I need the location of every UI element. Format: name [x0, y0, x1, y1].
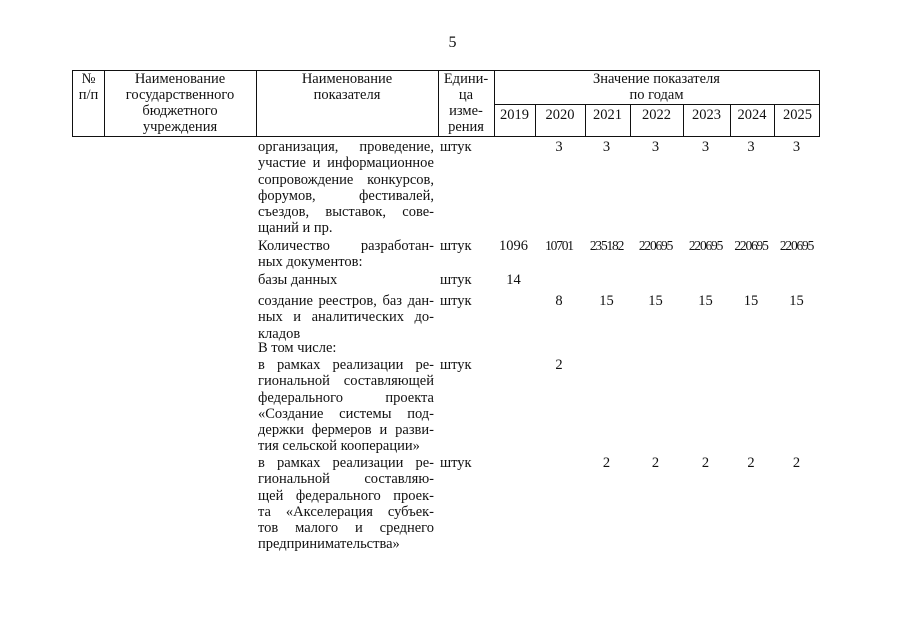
value-2024: 3 [747, 139, 755, 155]
value-2022: 220695 [638, 238, 674, 253]
value-2022: 3 [651, 139, 660, 155]
value-2023: 220695 [688, 238, 724, 253]
year-2024: 2024 [737, 107, 767, 123]
indicator-line: щей федерального проек- [258, 487, 434, 504]
value-2020: 8 [555, 293, 563, 309]
header-institution: Наименование государственного бюджетного уч… [104, 71, 256, 135]
unit-cell: штук [440, 272, 472, 288]
value-2021: 235182 [589, 238, 625, 253]
indicator-line: форумов, фестивалей, [258, 187, 434, 204]
header-text: государственного [125, 87, 235, 103]
value-2023: 2 [701, 455, 710, 471]
indicator-line: держки фермеров и разви- [258, 422, 434, 439]
indicator-name: базы данных [258, 272, 434, 288]
header-text: ца [458, 87, 474, 103]
header-text: рения [448, 119, 484, 135]
year-2020: 2020 [545, 107, 575, 123]
value-2019: 14 [506, 272, 521, 288]
year-2025: 2025 [783, 107, 812, 123]
header-indicator: Наименование показателя [256, 71, 438, 103]
indicator-line: гиональной составляю- [258, 471, 434, 488]
indicator-line: участие и информационное [258, 155, 434, 172]
value-2021: 2 [602, 455, 611, 471]
indicator-line: в рамках реализации ре- [258, 357, 434, 373]
indicator-line: ных документов: [258, 254, 363, 271]
indicator-line: тия сельской кооперации» [258, 438, 420, 455]
indicator-name: организация, проведение, участие и информ… [258, 139, 434, 237]
value-2019: 1096 [499, 238, 528, 254]
header-text: Значение показателя [593, 71, 720, 87]
indicator-line: та «Акселерация субъек- [258, 503, 434, 520]
value-2024: 220695 [734, 238, 769, 253]
value-2020: 10701 [545, 238, 574, 253]
value-2025: 2 [792, 455, 801, 471]
indicator-name: Количество разработан-ных документов: [258, 238, 434, 271]
indicator-line: гиональной составляющей [258, 373, 434, 390]
indicator-line: организация, проведение, [258, 139, 434, 155]
indicator-name: создание реестров, баз дан-ных и аналити… [258, 293, 434, 342]
header-text: показателя [313, 87, 381, 103]
header-text: Наименование [301, 71, 393, 87]
indicator-line: тов малого и среднего [258, 520, 434, 537]
value-2025: 3 [792, 139, 801, 155]
header-text: бюджетного [142, 103, 218, 119]
indicator-name: в рамках реализации ре-гиональной состав… [258, 357, 434, 455]
value-2021: 3 [602, 139, 611, 155]
value-2024: 2 [747, 455, 755, 471]
unit-cell: штук [440, 293, 472, 309]
year-2021: 2021 [593, 107, 622, 123]
indicator-line: ных и аналитических до- [258, 309, 434, 326]
value-2021: 15 [599, 293, 614, 309]
indicator-line: базы данных [258, 272, 338, 288]
indicator-line: «Создание системы под- [258, 405, 434, 422]
header-unit: Едини-ца изме-рения [438, 71, 494, 135]
year-2022: 2022 [642, 107, 671, 123]
header-text: изме- [449, 103, 483, 119]
header-text: № [81, 71, 96, 87]
year-2019: 2019 [500, 107, 529, 123]
indicator-line: в рамках реализации ре- [258, 455, 434, 471]
indicator-line: сопровождение конкурсов, [258, 171, 434, 188]
table-header: № п/п Наименование государственного бюджетн… [72, 70, 820, 137]
indicator-line: федерального проекта [258, 389, 434, 406]
indicator-name: в рамках реализации ре-гиональной состав… [258, 455, 434, 553]
value-2025: 220695 [779, 238, 815, 253]
indicator-line: щаний и пр. [258, 220, 333, 237]
value-2025: 15 [789, 293, 804, 309]
year-2023: 2023 [692, 107, 721, 123]
page-number: 5 [448, 34, 457, 51]
header-values: Значение показателя по годам [494, 71, 819, 103]
indicator-line: Количество разработан- [258, 238, 434, 254]
value-2023: 15 [698, 293, 713, 309]
indicator-line: предпринимательства» [258, 536, 400, 553]
indicator-line: В том числе: [258, 340, 337, 356]
header-number: № п/п [73, 71, 104, 103]
indicator-line: создание реестров, баз дан- [258, 293, 434, 309]
unit-cell: штук [440, 357, 472, 373]
value-2024: 15 [743, 293, 759, 309]
header-text: п/п [78, 87, 99, 103]
header-text: Наименование [134, 71, 226, 87]
header-text: учреждения [142, 119, 218, 135]
header-text: по годам [629, 87, 684, 103]
value-2022: 15 [648, 293, 663, 309]
unit-cell: штук [440, 455, 472, 471]
value-2020: 3 [555, 139, 563, 155]
indicator-line: кладов [258, 325, 301, 342]
value-2022: 2 [651, 455, 660, 471]
unit-cell: штук [440, 238, 472, 254]
indicator-name: В том числе: [258, 340, 434, 356]
header-text: Едини- [443, 71, 489, 87]
indicator-line: съездов, выставок, сове- [258, 204, 434, 221]
unit-cell: штук [440, 139, 472, 155]
value-2020: 2 [555, 357, 563, 373]
value-2023: 3 [701, 139, 710, 155]
